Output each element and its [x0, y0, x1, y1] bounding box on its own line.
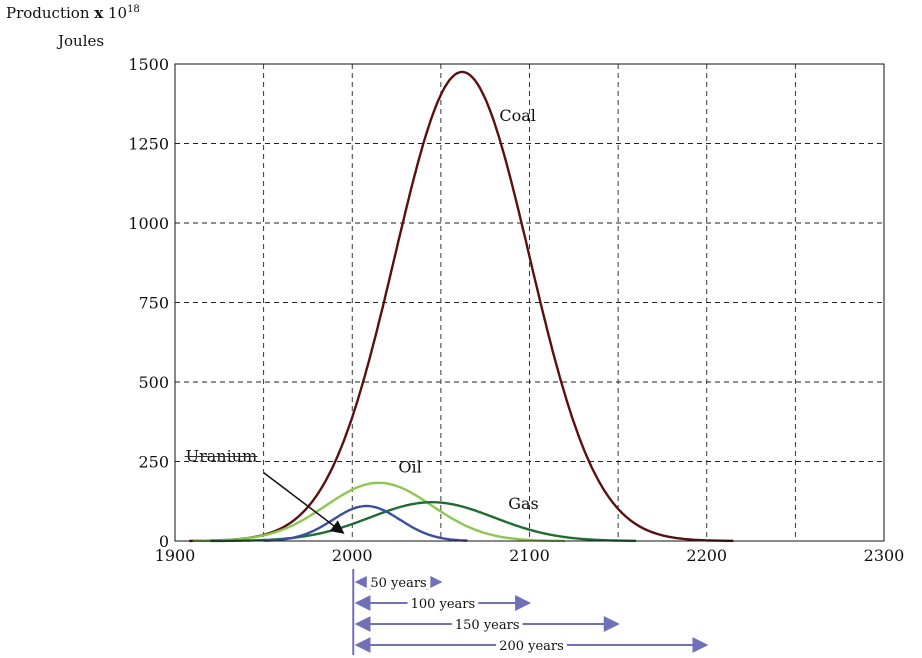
y-axis-label-base: 10	[103, 4, 128, 22]
plot-frame	[174, 63, 885, 542]
series-label-oil: Oil	[398, 458, 421, 477]
grid-lines	[175, 64, 884, 541]
tick-labels: 1900 2000 2100 2200 2300 0 250 500 750 1000 1250 15…	[128, 55, 904, 565]
span-label-bg	[496, 637, 567, 652]
span-label-bg	[451, 616, 523, 631]
y-tick-label: 1500	[128, 55, 169, 74]
span-label: 50 years	[370, 576, 426, 591]
x-tick-label: 2200	[686, 546, 727, 565]
series-line-coal	[189, 70, 734, 543]
y-tick-label: 1000	[128, 214, 169, 233]
span-label: 200 years	[499, 639, 564, 654]
x-tick-label: 2300	[864, 546, 905, 565]
series-line-oil	[192, 481, 565, 543]
span-label-bg	[366, 574, 431, 589]
y-axis-label-line1: Production x 1018	[6, 4, 140, 22]
series-line-gas	[210, 501, 636, 543]
series-label-gas: Gas	[508, 494, 539, 513]
series-label-coal: Coal	[499, 106, 536, 125]
y-axis-label-prefix: Production	[6, 4, 95, 22]
y-axis-label-times: x	[94, 4, 104, 22]
x-tick-label: 2000	[332, 546, 373, 565]
series-lines	[189, 70, 734, 543]
y-tick-label: 500	[138, 373, 169, 392]
y-tick-label: 250	[138, 453, 169, 472]
uranium-pointer-arrow	[263, 472, 345, 534]
span-label-bg	[407, 595, 479, 610]
year-spans: 50 years 100 years 150 years 200 years	[352, 569, 709, 655]
y-tick-label: 0	[159, 532, 169, 551]
y-axis-label-exponent: 18	[127, 4, 140, 15]
span-label: 150 years	[455, 618, 520, 633]
series-line-uranium	[263, 504, 468, 542]
y-tick-label: 750	[138, 294, 169, 313]
x-tick-label: 1900	[155, 546, 196, 565]
span-label: 100 years	[411, 597, 476, 612]
x-tick-label: 2100	[509, 546, 550, 565]
y-axis-label-unit: Joules	[58, 32, 105, 50]
y-tick-label: 1250	[128, 135, 169, 154]
